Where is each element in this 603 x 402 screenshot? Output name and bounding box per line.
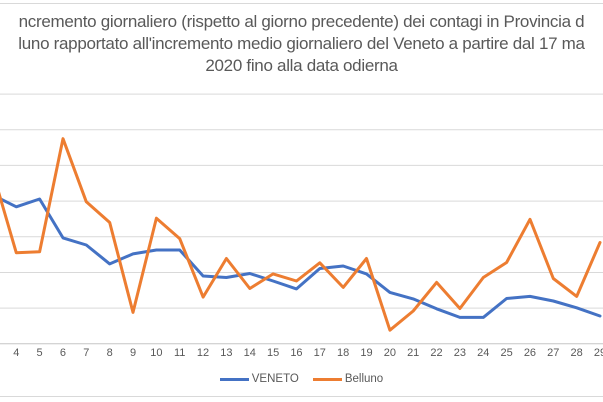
- belluno-legend-swatch-line: [312, 377, 342, 381]
- belluno-legend-label: Belluno: [344, 373, 384, 385]
- belluno-series-line: [0, 137, 602, 332]
- chart-title: ncremento giornaliero (rispetto al giorn…: [0, 11, 603, 77]
- veneto-legend-label: VENETO: [251, 373, 299, 385]
- chart-title-line-1: ncremento giornaliero (rispetto al giorn…: [18, 12, 585, 31]
- veneto-legend-swatch-line: [219, 377, 249, 381]
- chart-title-line-3: 2020 fino alla data odierna: [205, 56, 398, 75]
- chart-title-line-2: luno rapportato all'incremento medio gio…: [18, 34, 585, 53]
- veneto-series-line: [0, 196, 602, 319]
- legend: VENETO Belluno: [0, 371, 603, 387]
- top-border-line: [0, 3, 603, 4]
- bottom-border-line: [0, 396, 603, 397]
